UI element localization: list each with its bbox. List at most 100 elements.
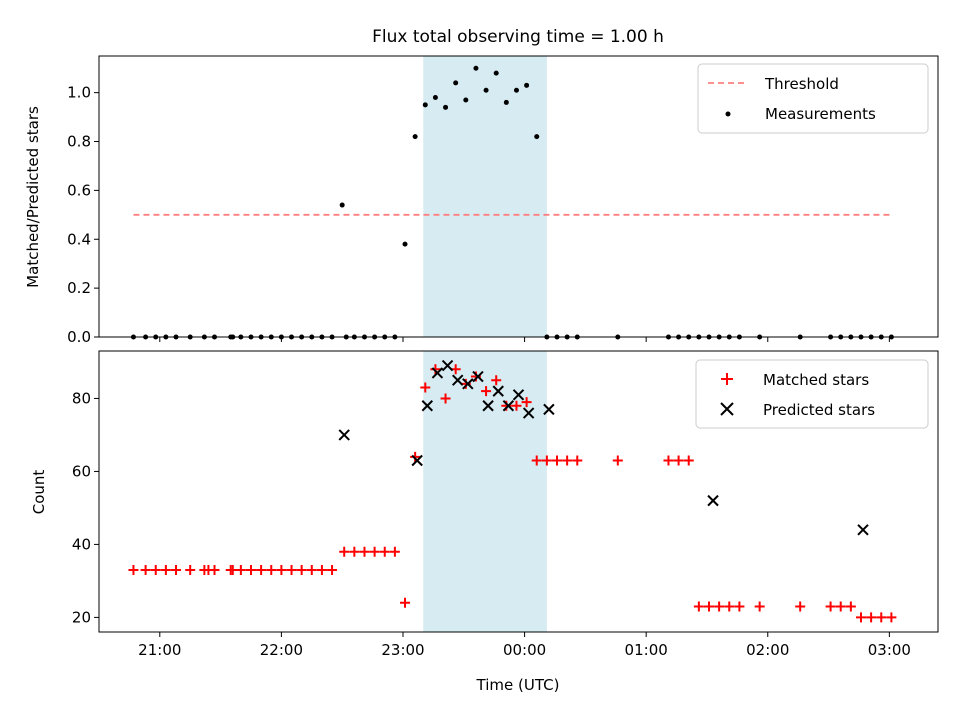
matched-star-point	[440, 393, 451, 404]
matched-star-point	[795, 601, 806, 612]
matched-star-point	[562, 455, 573, 466]
top-panel: 0.0 0.2 0.4 0.6 0.8 1.0 Matched/Predicted sta…	[24, 55, 939, 346]
measurement-point	[503, 99, 509, 105]
matched-star-point	[369, 546, 380, 557]
top-x-ticks	[159, 337, 890, 342]
bottom-x-axis: 21:00 22:00 23:00 00:00 01:00 02:00 03:00	[138, 632, 911, 659]
measurement-point	[483, 87, 489, 93]
measurement-point	[339, 202, 345, 208]
matched-star-point	[855, 612, 866, 623]
x-tick-label: 21:00	[138, 641, 181, 659]
matched-star-point	[128, 564, 139, 575]
legend-matched-label: Matched stars	[763, 371, 869, 389]
matched-star-point	[171, 564, 182, 575]
predicted-star-points	[338, 359, 869, 536]
bottom-legend: Matched stars Predicted stars	[695, 359, 929, 429]
matched-star-point	[703, 601, 714, 612]
matched-star-point	[663, 455, 674, 466]
predicted-star-point	[431, 367, 444, 379]
y-tick-label: 0.2	[67, 279, 91, 297]
matched-star-point	[306, 564, 317, 575]
predicted-star-point	[707, 494, 719, 507]
y-tick-label: 0.8	[67, 133, 91, 151]
matched-star-point	[266, 564, 277, 575]
matched-star-point	[491, 375, 502, 386]
legend-measurements-label: Measurements	[765, 105, 876, 123]
legend-threshold-label: Threshold	[764, 75, 839, 93]
predicted-star-point	[482, 400, 494, 412]
matched-star-point	[160, 564, 171, 575]
matched-star-point	[693, 601, 704, 612]
y-tick-label: 0.6	[67, 181, 91, 199]
matched-star-points	[128, 364, 897, 623]
matched-star-point	[430, 364, 441, 375]
bottom-panel: 20 40 60 80 21:00 22:00 23:00 00:00 01:00 02:00 0…	[30, 350, 939, 694]
measurement-point	[513, 87, 519, 93]
legend-matched-swatch	[721, 373, 733, 385]
matched-star-point	[612, 455, 623, 466]
top-y-axis-label: Matched/Predicted stars	[24, 106, 42, 288]
matched-star-point	[185, 564, 196, 575]
matched-star-point	[734, 601, 745, 612]
measurement-point	[422, 102, 428, 108]
x-tick-label: 23:00	[381, 641, 424, 659]
measurement-point	[443, 104, 449, 110]
matched-star-point	[825, 601, 836, 612]
y-tick-label: 80	[72, 389, 91, 407]
x-tick-label: 03:00	[868, 641, 911, 659]
matched-star-point	[245, 564, 256, 575]
measurement-point	[432, 95, 438, 101]
predicted-star-point	[421, 400, 434, 412]
observing-window-band-top	[423, 56, 547, 337]
predicted-star-point	[338, 429, 350, 441]
x-tick-label: 00:00	[503, 641, 546, 659]
matched-star-point	[389, 546, 400, 557]
measurement-point	[534, 134, 540, 140]
matched-star-point	[714, 601, 725, 612]
matched-star-point	[209, 564, 220, 575]
matched-star-point	[276, 564, 287, 575]
measurement-point	[463, 97, 469, 103]
chart-title: Flux total observing time = 1.00 h	[372, 27, 664, 47]
y-tick-label: 0.4	[67, 230, 91, 248]
predicted-star-point	[857, 524, 869, 536]
legend-predicted-swatch	[720, 402, 734, 416]
top-plot-frame	[98, 55, 939, 338]
matched-star-point	[420, 382, 431, 393]
y-tick-label: 1.0	[67, 84, 91, 102]
predicted-star-point	[451, 374, 464, 386]
measurement-point	[412, 134, 418, 140]
matched-star-point	[572, 455, 583, 466]
y-tick-label: 20	[72, 608, 91, 626]
measurement-point	[402, 241, 408, 247]
matched-star-point	[140, 564, 151, 575]
matched-star-point	[410, 451, 421, 462]
matched-star-point	[379, 546, 390, 557]
matched-star-point	[286, 564, 297, 575]
matched-star-point	[531, 455, 542, 466]
matched-star-point	[886, 612, 897, 623]
matched-star-point	[845, 601, 856, 612]
predicted-star-point	[441, 359, 454, 372]
legend-predicted-label: Predicted stars	[763, 401, 875, 419]
matched-star-point	[327, 564, 338, 575]
matched-star-point	[673, 455, 684, 466]
predicted-star-point	[512, 389, 525, 401]
matched-star-point	[552, 455, 563, 466]
matched-star-point	[481, 386, 492, 397]
top-y-axis: 0.0 0.2 0.4 0.6 0.8 1.0	[67, 84, 99, 346]
top-legend-box	[697, 63, 929, 134]
x-axis-label: Time (UTC)	[476, 676, 560, 694]
x-tick-label: 22:00	[260, 641, 303, 659]
matched-star-point	[876, 612, 887, 623]
matched-star-point	[349, 546, 360, 557]
measurement-point	[524, 82, 530, 88]
predicted-star-point	[472, 370, 484, 383]
matched-star-point	[256, 564, 267, 575]
bottom-y-axis-label: Count	[30, 470, 48, 515]
x-tick-label: 02:00	[746, 641, 789, 659]
matched-star-point	[754, 601, 765, 612]
bottom-y-axis: 20 40 60 80	[72, 389, 99, 626]
matched-star-point	[359, 546, 370, 557]
